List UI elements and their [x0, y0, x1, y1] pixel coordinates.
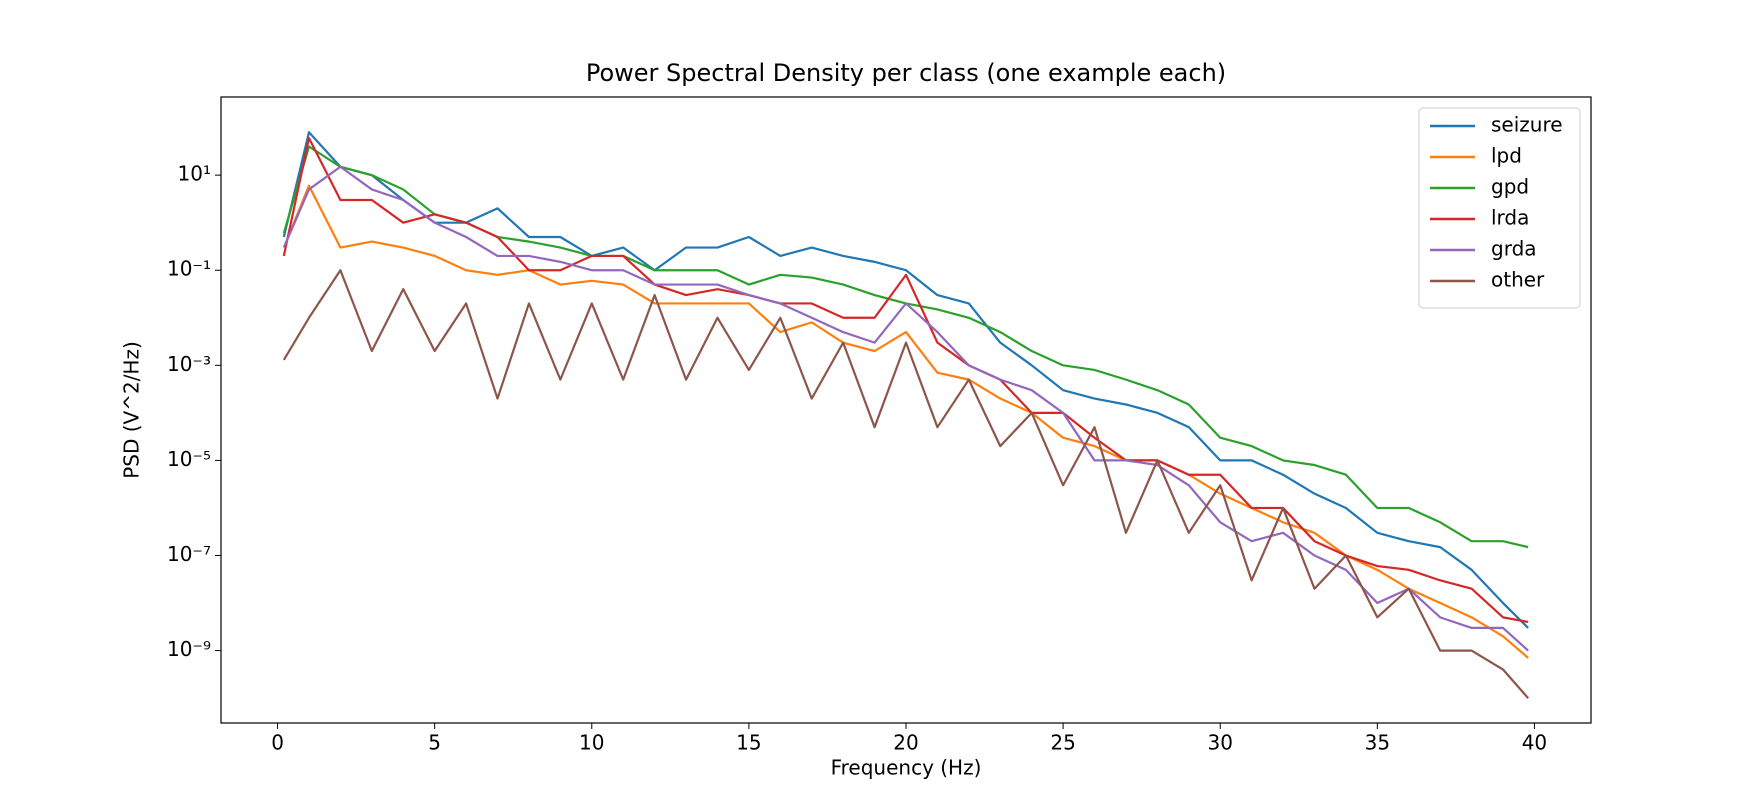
x-tick-label: 20: [893, 731, 918, 755]
x-tick-label: 35: [1365, 731, 1390, 755]
x-tick-label: 40: [1522, 731, 1547, 755]
chart-title: Power Spectral Density per class (one ex…: [586, 59, 1226, 87]
x-tick-label: 15: [736, 731, 761, 755]
y-tick-label: 10⁻⁷: [167, 542, 211, 566]
y-tick-label: 10⁻³: [167, 352, 211, 376]
series-line: [282, 165, 1529, 652]
y-axis-label: PSD (V^2/Hz): [120, 341, 144, 479]
legend-label: gpd: [1491, 175, 1529, 199]
plot-frame: [220, 96, 1592, 724]
x-axis-label: Frequency (Hz): [831, 756, 982, 780]
y-tick-label: 10⁻⁹: [167, 637, 211, 661]
x-tick-label: 0: [271, 731, 284, 755]
legend-label: lpd: [1491, 144, 1522, 168]
legend-label: lrda: [1491, 206, 1529, 230]
y-tick-label: 10¹: [178, 162, 211, 186]
series-line: [282, 137, 1529, 624]
x-tick-label: 25: [1050, 731, 1075, 755]
series-line: [282, 131, 1529, 629]
y-tick-label: 10⁻¹: [167, 257, 211, 281]
x-tick-label: 5: [428, 731, 441, 755]
legend-label: other: [1491, 268, 1545, 292]
legend-label: seizure: [1491, 113, 1563, 137]
y-tick-label: 10⁻⁵: [167, 447, 211, 471]
legend-label: grda: [1491, 237, 1537, 261]
series-line: [282, 184, 1529, 659]
series-line: [282, 269, 1529, 699]
x-tick-label: 10: [579, 731, 604, 755]
x-tick-label: 30: [1207, 731, 1232, 755]
